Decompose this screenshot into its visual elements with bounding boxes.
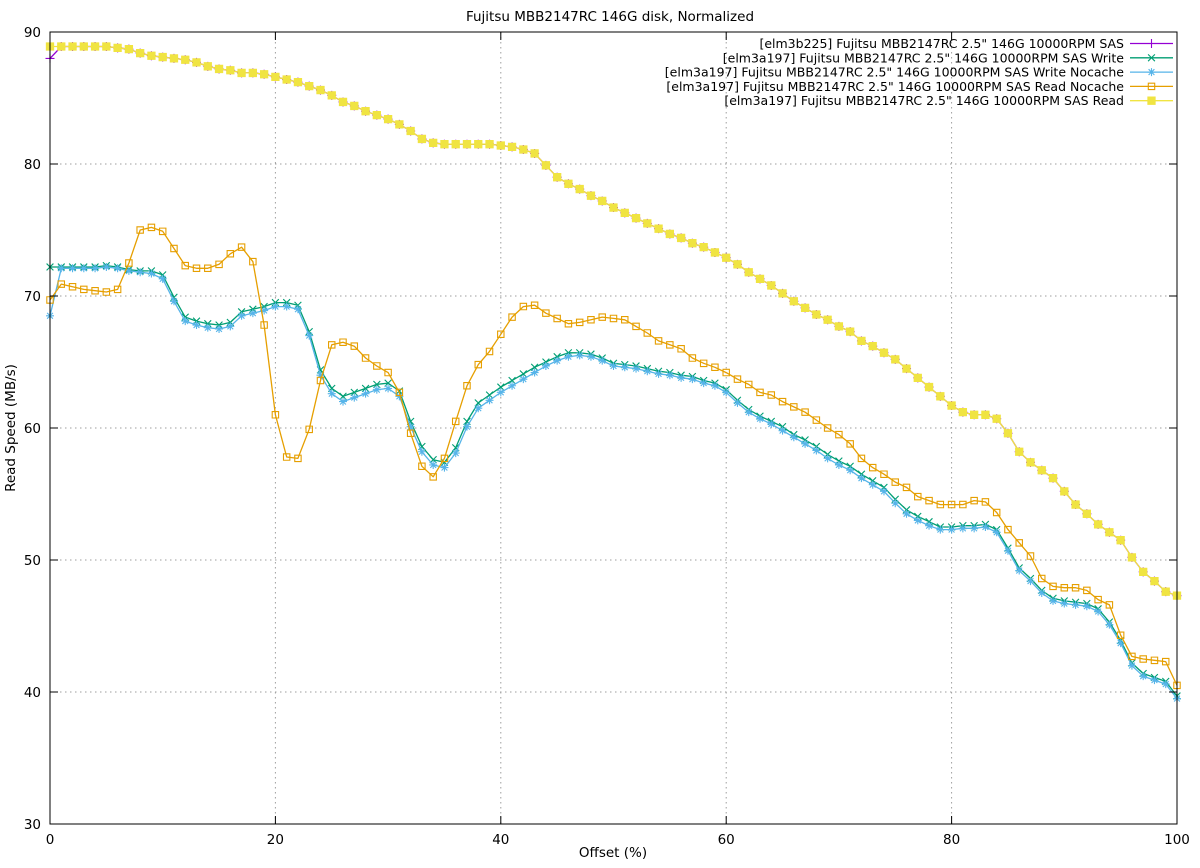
y-tick-label: 70 [24,289,41,305]
y-tick-label: 80 [24,157,41,173]
plot-frame: 30 40 50 60 70 80 90 0 20 40 60 80 100 [24,25,1190,848]
legend: [elm3b225] Fujitsu MBB2147RC 2.5" 146G 1… [665,36,1173,108]
y-tick-label: 30 [24,817,41,833]
series-markers [46,262,1181,703]
x-tick-label: 100 [1164,832,1190,848]
legend-marker-open-square [1147,82,1156,91]
chart-title: Fujitsu MBB2147RC 146G disk, Normalized [466,9,754,25]
y-tick-label: 60 [24,421,41,437]
series-3 [46,223,1181,690]
x-tick-label: 20 [267,832,284,848]
legend-label: [elm3a197] Fujitsu MBB2147RC 2.5" 146G 1… [665,65,1125,80]
series-line [49,226,1178,686]
y-tick-label: 40 [24,685,41,701]
x-tick-label: 60 [718,832,735,848]
y-tick-label: 50 [24,553,41,569]
x-tick-label: 0 [46,832,55,848]
series-1 [46,261,1181,700]
plot-border [49,31,1178,825]
series-line [49,45,1178,597]
legend-label: [elm3a197] Fujitsu MBB2147RC 2.5" 146G 1… [723,50,1125,65]
legend-marker-cross [1147,54,1156,62]
legend-label: [elm3a197] Fujitsu MBB2147RC 2.5" 146G 1… [666,79,1124,94]
legend-label: [elm3b225] Fujitsu MBB2147RC 2.5" 146G 1… [759,36,1124,51]
series-0 [45,42,1182,601]
series-markers [45,42,1182,601]
series-4 [45,42,1182,600]
legend-label: [elm3a197] Fujitsu MBB2147RC 2.5" 146G 1… [724,93,1124,108]
x-tick-label: 80 [943,832,960,848]
series-markers [46,223,1181,690]
series-markers [46,261,1181,700]
y-tick-label: 90 [24,25,41,41]
series-markers [45,42,1182,600]
legend-marker-filled-square [1147,96,1156,105]
grid-layer [50,32,1177,824]
legend-entry: [elm3a197] Fujitsu MBB2147RC 2.5" 146G 1… [665,65,1173,80]
y-axis-label: Read Speed (MB/s) [3,364,19,492]
series-line [50,45,1178,597]
legend-entry: [elm3b225] Fujitsu MBB2147RC 2.5" 146G 1… [759,36,1173,51]
legend-marker-plus [1147,39,1156,48]
legend-entry: [elm3a197] Fujitsu MBB2147RC 2.5" 146G 1… [723,50,1173,65]
x-tick-label: 40 [492,832,509,848]
legend-marker-asterisk [1147,68,1156,77]
legend-entry: [elm3a197] Fujitsu MBB2147RC 2.5" 146G 1… [724,93,1173,108]
x-axis-label: Offset (%) [579,845,647,861]
series-2 [46,262,1181,703]
legend-entry: [elm3a197] Fujitsu MBB2147RC 2.5" 146G 1… [666,79,1173,94]
series-layer [45,42,1182,703]
